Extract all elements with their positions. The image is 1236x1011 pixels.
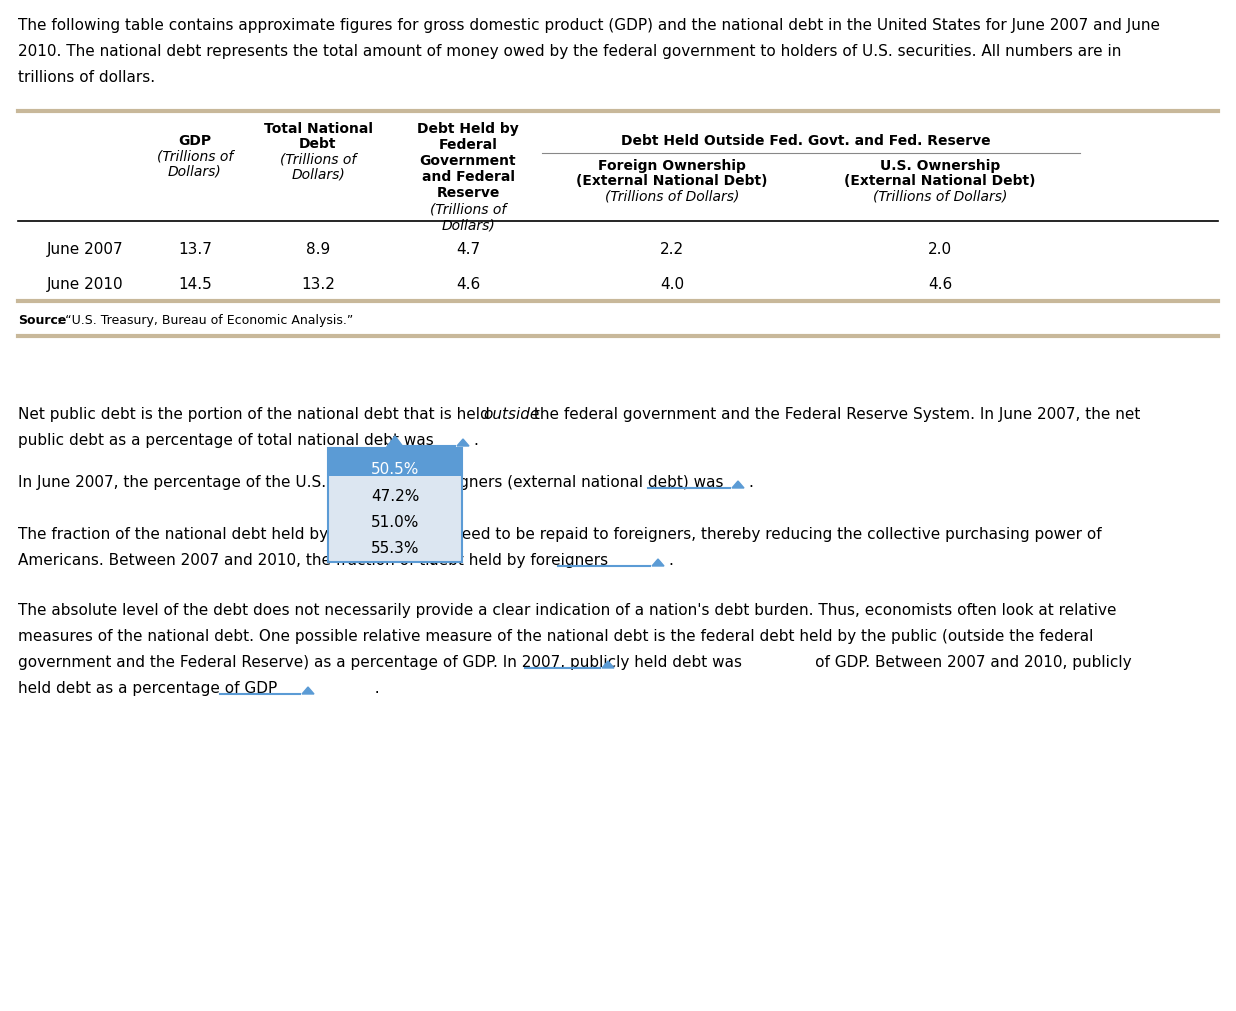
Text: oreigners (external national debt) was: oreigners (external national debt) was xyxy=(430,474,723,489)
Text: (Trillions of Dollars): (Trillions of Dollars) xyxy=(873,189,1007,203)
Text: : “U.S. Treasury, Bureau of Economic Analysis.”: : “U.S. Treasury, Bureau of Economic Ana… xyxy=(57,313,353,327)
Text: .: . xyxy=(667,552,672,567)
Text: held debt as a percentage of GDP                    .: held debt as a percentage of GDP . xyxy=(19,680,379,696)
Text: 4.6: 4.6 xyxy=(456,277,480,292)
Text: Reserve: Reserve xyxy=(436,186,499,200)
Text: government and the Federal Reserve) as a percentage of GDP. In 2007, publicly he: government and the Federal Reserve) as a… xyxy=(19,654,1132,669)
Text: Dollars): Dollars) xyxy=(168,164,222,178)
Text: debt held by foreigners: debt held by foreigners xyxy=(424,552,608,567)
Text: trillions of dollars.: trillions of dollars. xyxy=(19,70,156,85)
Text: June 2010: June 2010 xyxy=(47,277,124,292)
Text: (Trillions of: (Trillions of xyxy=(430,202,506,215)
Text: and Federal: and Federal xyxy=(421,170,514,184)
Polygon shape xyxy=(602,661,614,668)
Text: 47.2%: 47.2% xyxy=(371,488,419,503)
Text: 50.5%: 50.5% xyxy=(371,462,419,476)
Text: .: . xyxy=(473,433,478,448)
Bar xyxy=(328,449,462,562)
Polygon shape xyxy=(653,559,664,566)
Text: 2010. The national debt represents the total amount of money owed by the federal: 2010. The national debt represents the t… xyxy=(19,43,1121,59)
Text: 13.7: 13.7 xyxy=(178,242,211,257)
Polygon shape xyxy=(302,687,314,695)
Text: The fraction of the national debt held by foreigners wil: The fraction of the national debt held b… xyxy=(19,527,436,542)
Text: 4.0: 4.0 xyxy=(660,277,684,292)
Text: GDP: GDP xyxy=(178,133,211,148)
Text: Dollars): Dollars) xyxy=(441,217,494,232)
Text: (External National Debt): (External National Debt) xyxy=(844,174,1036,188)
Text: Net public debt is the portion of the national debt that is held: Net public debt is the portion of the na… xyxy=(19,406,494,422)
Text: 14.5: 14.5 xyxy=(178,277,211,292)
Text: The absolute level of the debt does not necessarily provide a clear indication o: The absolute level of the debt does not … xyxy=(19,603,1116,618)
Text: 4.6: 4.6 xyxy=(928,277,952,292)
Text: Source: Source xyxy=(19,313,67,327)
Text: 4.7: 4.7 xyxy=(456,242,480,257)
Text: The following table contains approximate figures for gross domestic product (GDP: The following table contains approximate… xyxy=(19,18,1161,33)
Text: In June 2007, the percentage of the U.S. national deb: In June 2007, the percentage of the U.S.… xyxy=(19,474,426,489)
Text: (Trillions of: (Trillions of xyxy=(157,149,234,163)
Text: Debt Held by: Debt Held by xyxy=(417,122,519,135)
Text: 8.9: 8.9 xyxy=(305,242,330,257)
Polygon shape xyxy=(732,481,744,488)
Text: Foreign Ownership: Foreign Ownership xyxy=(598,159,747,173)
Text: ly need to be repaid to foreigners, thereby reducing the collective purchasing p: ly need to be repaid to foreigners, ther… xyxy=(434,527,1101,542)
Text: outside: outside xyxy=(483,406,539,422)
Text: 2.2: 2.2 xyxy=(660,242,684,257)
Text: 2.0: 2.0 xyxy=(928,242,952,257)
Text: Debt Held Outside Fed. Govt. and Fed. Reserve: Debt Held Outside Fed. Govt. and Fed. Re… xyxy=(622,133,991,148)
Text: 51.0%: 51.0% xyxy=(371,515,419,530)
Text: Government: Government xyxy=(420,154,517,168)
Text: .: . xyxy=(748,474,753,489)
Text: Total National: Total National xyxy=(263,122,372,135)
Bar xyxy=(328,449,462,476)
Polygon shape xyxy=(457,440,468,447)
Text: 55.3%: 55.3% xyxy=(371,541,419,555)
Text: Debt: Debt xyxy=(299,136,336,151)
Text: public debt as a percentage of total national debt was: public debt as a percentage of total nat… xyxy=(19,433,434,448)
Text: the federal government and the Federal Reserve System. In June 2007, the net: the federal government and the Federal R… xyxy=(529,406,1141,422)
Polygon shape xyxy=(386,437,404,449)
Text: Dollars): Dollars) xyxy=(292,167,345,181)
Text: June 2007: June 2007 xyxy=(47,242,124,257)
Text: measures of the national debt. One possible relative measure of the national deb: measures of the national debt. One possi… xyxy=(19,629,1094,643)
Text: U.S. Ownership: U.S. Ownership xyxy=(880,159,1000,173)
Text: 13.2: 13.2 xyxy=(302,277,335,292)
Text: (External National Debt): (External National Debt) xyxy=(576,174,768,188)
Text: Federal: Federal xyxy=(439,137,497,152)
Text: (Trillions of: (Trillions of xyxy=(279,152,356,166)
Text: (Trillions of Dollars): (Trillions of Dollars) xyxy=(604,189,739,203)
Text: Americans. Between 2007 and 2010, the fraction of th: Americans. Between 2007 and 2010, the fr… xyxy=(19,552,435,567)
